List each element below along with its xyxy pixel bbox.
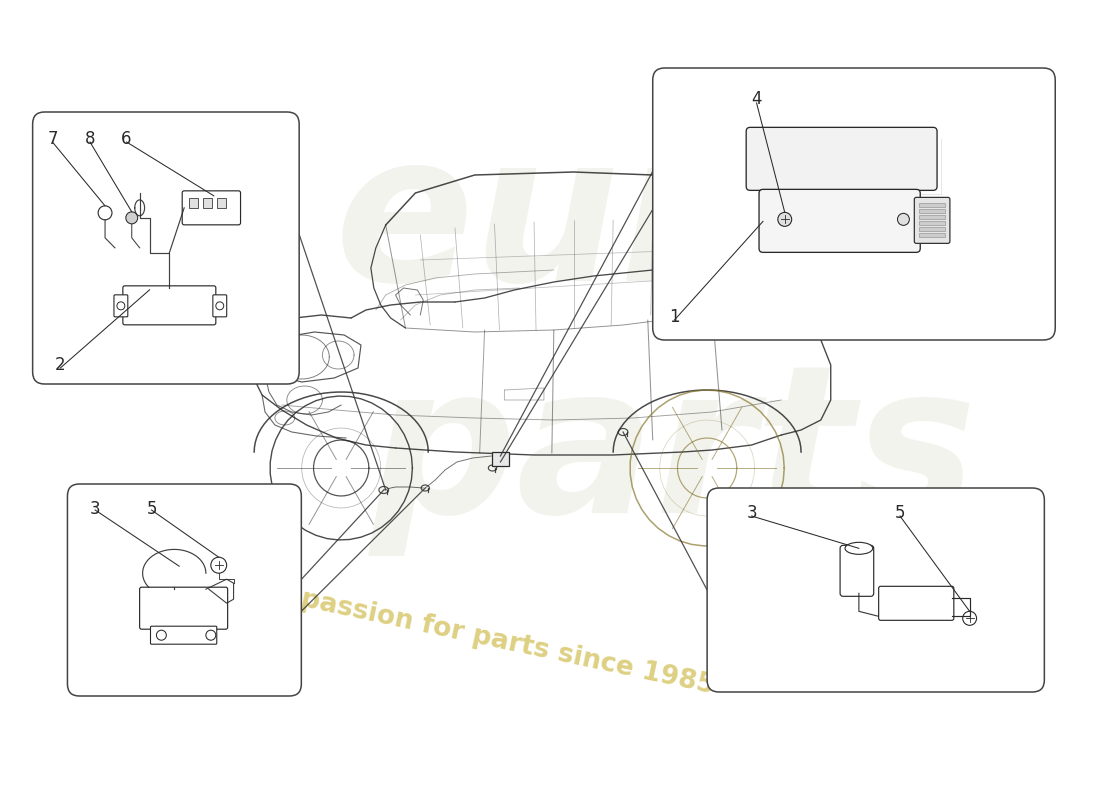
FancyBboxPatch shape [213,295,227,317]
FancyBboxPatch shape [33,112,299,384]
FancyBboxPatch shape [707,488,1044,692]
Text: europ
parts: europ parts [334,124,1010,556]
Text: 7: 7 [47,130,57,148]
Text: 5: 5 [894,504,905,522]
Bar [920,215,945,219]
Text: 4: 4 [751,90,762,108]
FancyBboxPatch shape [114,295,128,317]
Text: 5: 5 [146,500,157,518]
Bar [217,198,226,208]
FancyBboxPatch shape [652,68,1055,340]
FancyBboxPatch shape [183,191,241,225]
FancyBboxPatch shape [879,586,954,620]
Bar [920,222,945,226]
FancyBboxPatch shape [67,484,301,696]
Bar [920,227,945,231]
Text: 1: 1 [669,308,680,326]
FancyBboxPatch shape [151,626,217,644]
Circle shape [125,212,138,224]
FancyBboxPatch shape [759,190,921,252]
Bar [920,210,945,214]
Text: 6: 6 [121,130,132,148]
Text: 3: 3 [746,504,757,522]
Bar [920,203,945,207]
Text: 2: 2 [55,356,66,374]
Bar [920,234,945,238]
FancyBboxPatch shape [914,198,950,243]
FancyBboxPatch shape [140,587,228,630]
FancyBboxPatch shape [746,127,937,190]
Text: 8: 8 [85,130,96,148]
Text: 3: 3 [90,500,100,518]
FancyBboxPatch shape [840,546,873,596]
Text: a passion for parts since 1985: a passion for parts since 1985 [272,581,717,699]
Bar [189,198,198,208]
Circle shape [778,212,792,226]
FancyBboxPatch shape [123,286,216,325]
Circle shape [898,214,910,226]
Bar [204,198,212,208]
Ellipse shape [845,542,872,554]
Bar [492,452,509,466]
